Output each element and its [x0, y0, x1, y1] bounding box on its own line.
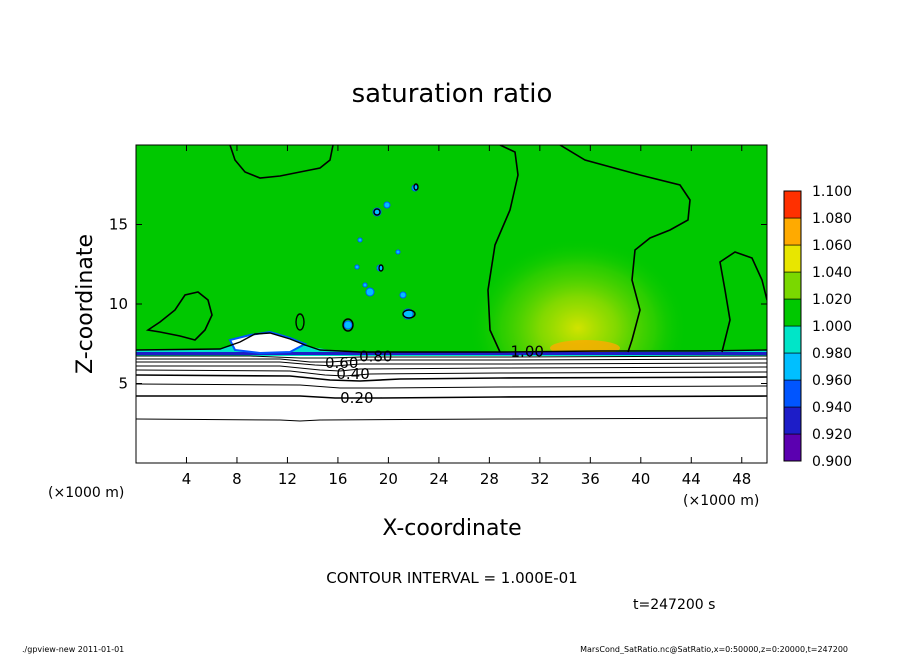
contour-0.80 — [136, 358, 767, 363]
colorbar-label-9: 1.080 — [812, 211, 852, 227]
colorbar-swatch-7 — [783, 244, 802, 273]
colorbar-swatch-5 — [783, 298, 802, 327]
colorbar-label-6: 1.020 — [812, 292, 852, 308]
contour-1.00-top-mid — [487, 145, 519, 353]
y-tick-label-1: 10 — [109, 295, 128, 313]
colorbar: 0.900 0.920 0.940 0.960 0.980 1.000 1.020 1.040… — [783, 184, 852, 470]
colorbar-swatch-2 — [783, 379, 802, 408]
y-tick-label-2: 15 — [109, 216, 128, 234]
x-axis: 4 8 12 16 20 24 28 32 36 40 44 48 — [182, 145, 751, 488]
colorbar-label-4: 0.980 — [812, 346, 852, 362]
x-tick-label-9: 40 — [631, 470, 650, 488]
colorbar-label-2: 0.940 — [812, 400, 852, 416]
contour-0.30 — [136, 383, 767, 389]
contour-0.90 — [136, 355, 767, 359]
x-tick-label-8: 36 — [581, 470, 600, 488]
x-tick-label-4: 20 — [379, 470, 398, 488]
contour-0.60 — [136, 365, 767, 372]
colorbar-label-1: 0.920 — [812, 427, 852, 443]
colorbar-label-0: 0.900 — [812, 454, 852, 470]
contour-1.00-right-a — [559, 145, 691, 353]
contour-label-3: 0.80 — [359, 347, 392, 365]
colorbar-label-7: 1.040 — [812, 265, 852, 281]
colorbar-swatch-6 — [783, 271, 802, 300]
cloud-contours — [295, 183, 419, 332]
colorbar-label-3: 0.960 — [812, 373, 852, 389]
x-tick-label-5: 24 — [429, 470, 448, 488]
field-boundary-blue — [136, 352, 767, 355]
x-axis-unit-left: (×1000 m) — [48, 485, 124, 501]
plot-area: 0.20 0.400.60 0.80 1.00 — [136, 145, 767, 463]
contour-0.50 — [136, 369, 767, 377]
x-tick-label-6: 28 — [480, 470, 499, 488]
x-tick-label-10: 44 — [682, 470, 701, 488]
contour-0.70 — [136, 361, 767, 367]
field-subsaturated-region — [136, 355, 767, 463]
colorbar-swatch-1 — [783, 406, 802, 435]
footer-right: MarsCond_SatRatio.nc@SatRatio,x=0:50000,… — [580, 645, 848, 654]
colorbar-swatch-0 — [783, 433, 802, 462]
contour-0.20 — [136, 395, 767, 399]
contour-label-1: 0.40 — [336, 365, 369, 383]
contour-1.00-right-b — [719, 251, 767, 353]
contour-interval-note: CONTOUR INTERVAL = 1.000E-01 — [326, 569, 577, 587]
x-axis-unit-right: (×1000 m) — [683, 493, 759, 509]
y-axis-label: Z-coordinate — [73, 234, 98, 374]
contour-1.00-left — [145, 291, 213, 341]
contour-0.10 — [136, 417, 767, 422]
time-label: t=247200 s — [633, 597, 715, 613]
colorbar-label-10: 1.100 — [812, 184, 852, 200]
contour-0.40 — [136, 374, 767, 382]
contour-lines — [136, 145, 767, 422]
colorbar-label-5: 1.000 — [812, 319, 852, 335]
x-tick-label-1: 8 — [232, 470, 242, 488]
colorbar-swatch-3 — [783, 352, 802, 381]
colorbar-swatch-8 — [783, 217, 802, 246]
colorbar-swatch-4 — [783, 325, 802, 354]
x-tick-label-7: 32 — [530, 470, 549, 488]
contour-1.00-surface — [136, 332, 767, 353]
x-tick-label-11: 48 — [732, 470, 751, 488]
contour-1.00-top-left — [229, 145, 334, 179]
x-tick-label-3: 16 — [328, 470, 347, 488]
colorbar-label-8: 1.060 — [812, 238, 852, 254]
colorbar-swatch-9 — [783, 190, 802, 219]
y-tick-label-0: 5 — [118, 375, 128, 393]
contour-label-0: 0.20 — [340, 389, 373, 407]
y-axis: 5 10 15 — [109, 216, 767, 393]
x-tick-label-0: 4 — [182, 470, 192, 488]
colorbar-frame — [783, 190, 802, 462]
x-axis-label: X-coordinate — [382, 516, 521, 541]
contour-label-layer: 0.20 0.400.60 0.80 1.00 — [325, 343, 544, 407]
chart-title: saturation ratio — [352, 79, 553, 109]
contour-label-2: 0.60 — [325, 354, 358, 372]
footer-left: ./gpview-new 2011-01-01 — [22, 645, 124, 654]
x-tick-label-2: 12 — [278, 470, 297, 488]
contour-label-4: 1.00 — [511, 343, 544, 361]
